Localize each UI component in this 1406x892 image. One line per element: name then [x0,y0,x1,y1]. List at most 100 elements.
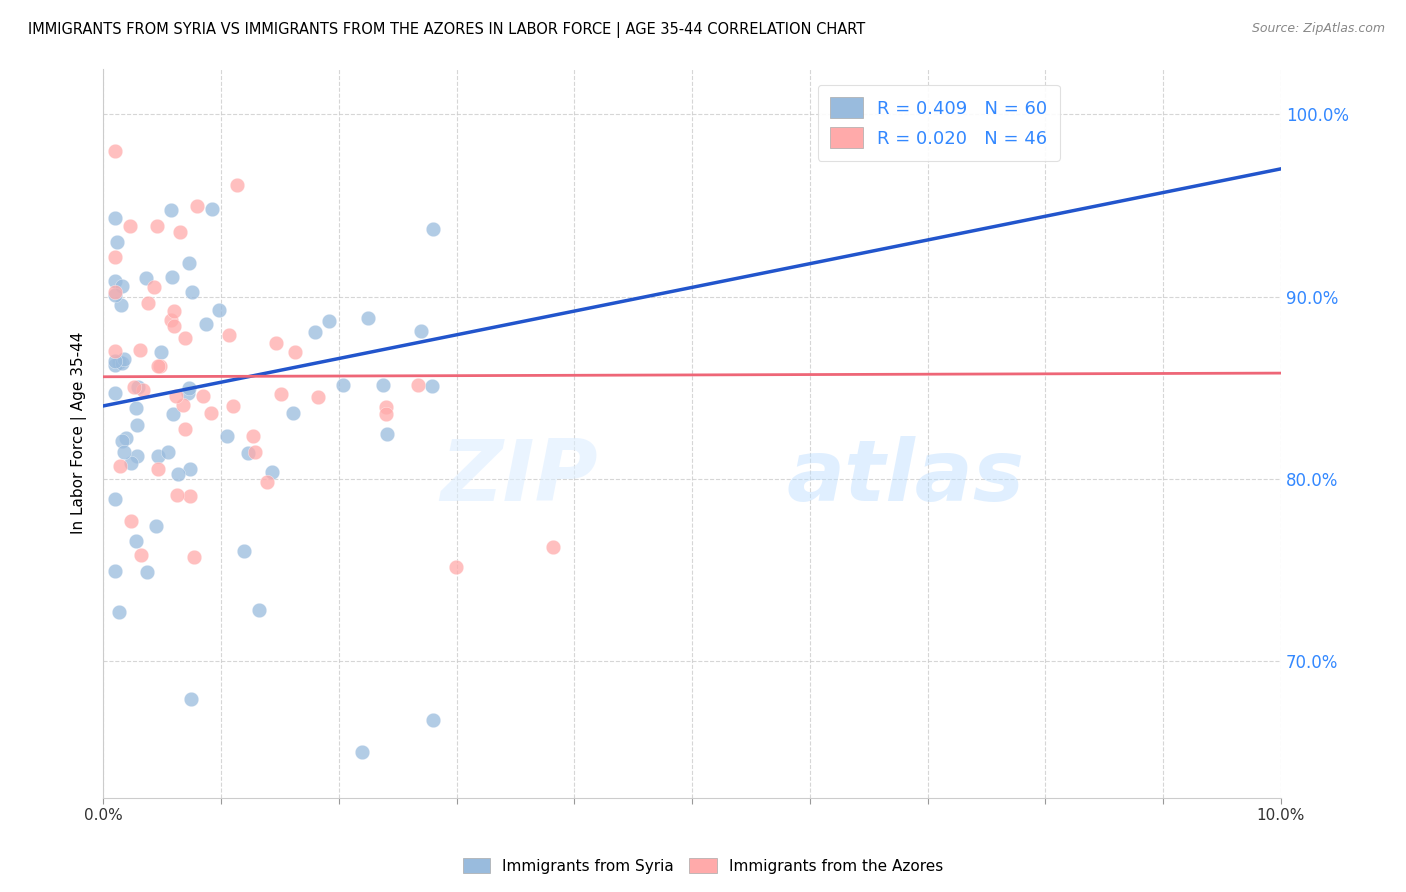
Point [165,389,187,403]
Point [121,514,143,528]
Point [264,335,287,350]
Text: Source: ZipAtlas.com: Source: ZipAtlas.com [1251,22,1385,36]
Point [149,344,172,359]
Point [111,356,134,370]
Point [104,344,127,359]
Point [104,492,127,507]
Point [172,398,194,412]
Point [226,178,249,192]
Point [110,298,132,312]
Point [163,319,186,334]
Point [108,605,131,619]
Point [105,235,128,250]
Point [217,428,239,442]
Point [260,465,283,479]
Point [281,406,304,420]
Point [166,467,188,482]
Point [104,386,127,401]
Point [108,458,131,473]
Point [162,270,184,285]
Point [136,566,159,580]
Point [409,324,432,338]
Point [129,343,152,357]
Point [183,550,205,565]
Legend: Immigrants from Syria, Immigrants from the Azores: Immigrants from Syria, Immigrants from t… [457,852,949,880]
Point [169,225,191,239]
Point [104,565,127,579]
Point [160,312,183,326]
Point [179,462,201,476]
Point [135,271,157,285]
Point [304,325,326,339]
Point [179,489,201,503]
Point [108,355,131,369]
Point [104,358,127,372]
Point [243,445,266,459]
Point [104,288,127,302]
Point [408,378,430,392]
Point [112,351,135,366]
Point [332,378,354,392]
Point [174,331,197,345]
Point [162,407,184,421]
Text: IMMIGRANTS FROM SYRIA VS IMMIGRANTS FROM THE AZORES IN LABOR FORCE | AGE 35-44 C: IMMIGRANTS FROM SYRIA VS IMMIGRANTS FROM… [28,22,865,38]
Point [284,345,307,359]
Point [124,534,146,549]
Point [373,378,395,392]
Point [104,250,127,264]
Point [194,318,217,332]
Point [146,219,169,233]
Point [181,285,204,299]
Point [200,406,222,420]
Point [270,387,292,401]
Point [222,400,245,414]
Point [143,280,166,294]
Point [146,462,169,476]
Point [375,427,398,442]
Point [132,383,155,397]
Point [236,446,259,460]
Point [318,314,340,328]
Point [156,445,179,459]
Point [247,603,270,617]
Point [104,354,127,368]
Point [177,381,200,395]
Point [112,444,135,458]
Text: atlas: atlas [786,435,1025,518]
Point [193,389,215,403]
Point [127,449,149,463]
Point [242,428,264,442]
Point [208,303,231,318]
Point [104,145,127,159]
Point [146,359,169,373]
Point [256,475,278,489]
Point [422,222,444,236]
Point [111,434,134,448]
Point [218,327,240,342]
Point [352,746,374,760]
Point [166,488,188,502]
Point [307,391,329,405]
Point [122,379,145,393]
Point [104,211,127,225]
Point [163,303,186,318]
Point [104,285,127,300]
Point [136,296,159,310]
Point [125,401,148,415]
Point [375,400,398,414]
Point [149,359,172,374]
Point [186,199,208,213]
Point [177,386,200,401]
Point [232,544,254,558]
Point [180,691,202,706]
Point [541,540,564,554]
Point [160,202,183,217]
Point [422,713,444,727]
Text: ZIP: ZIP [440,435,598,518]
Point [114,431,136,445]
Point [374,408,396,422]
Point [120,219,142,234]
Point [127,418,149,433]
Point [201,202,224,216]
Point [179,256,201,270]
